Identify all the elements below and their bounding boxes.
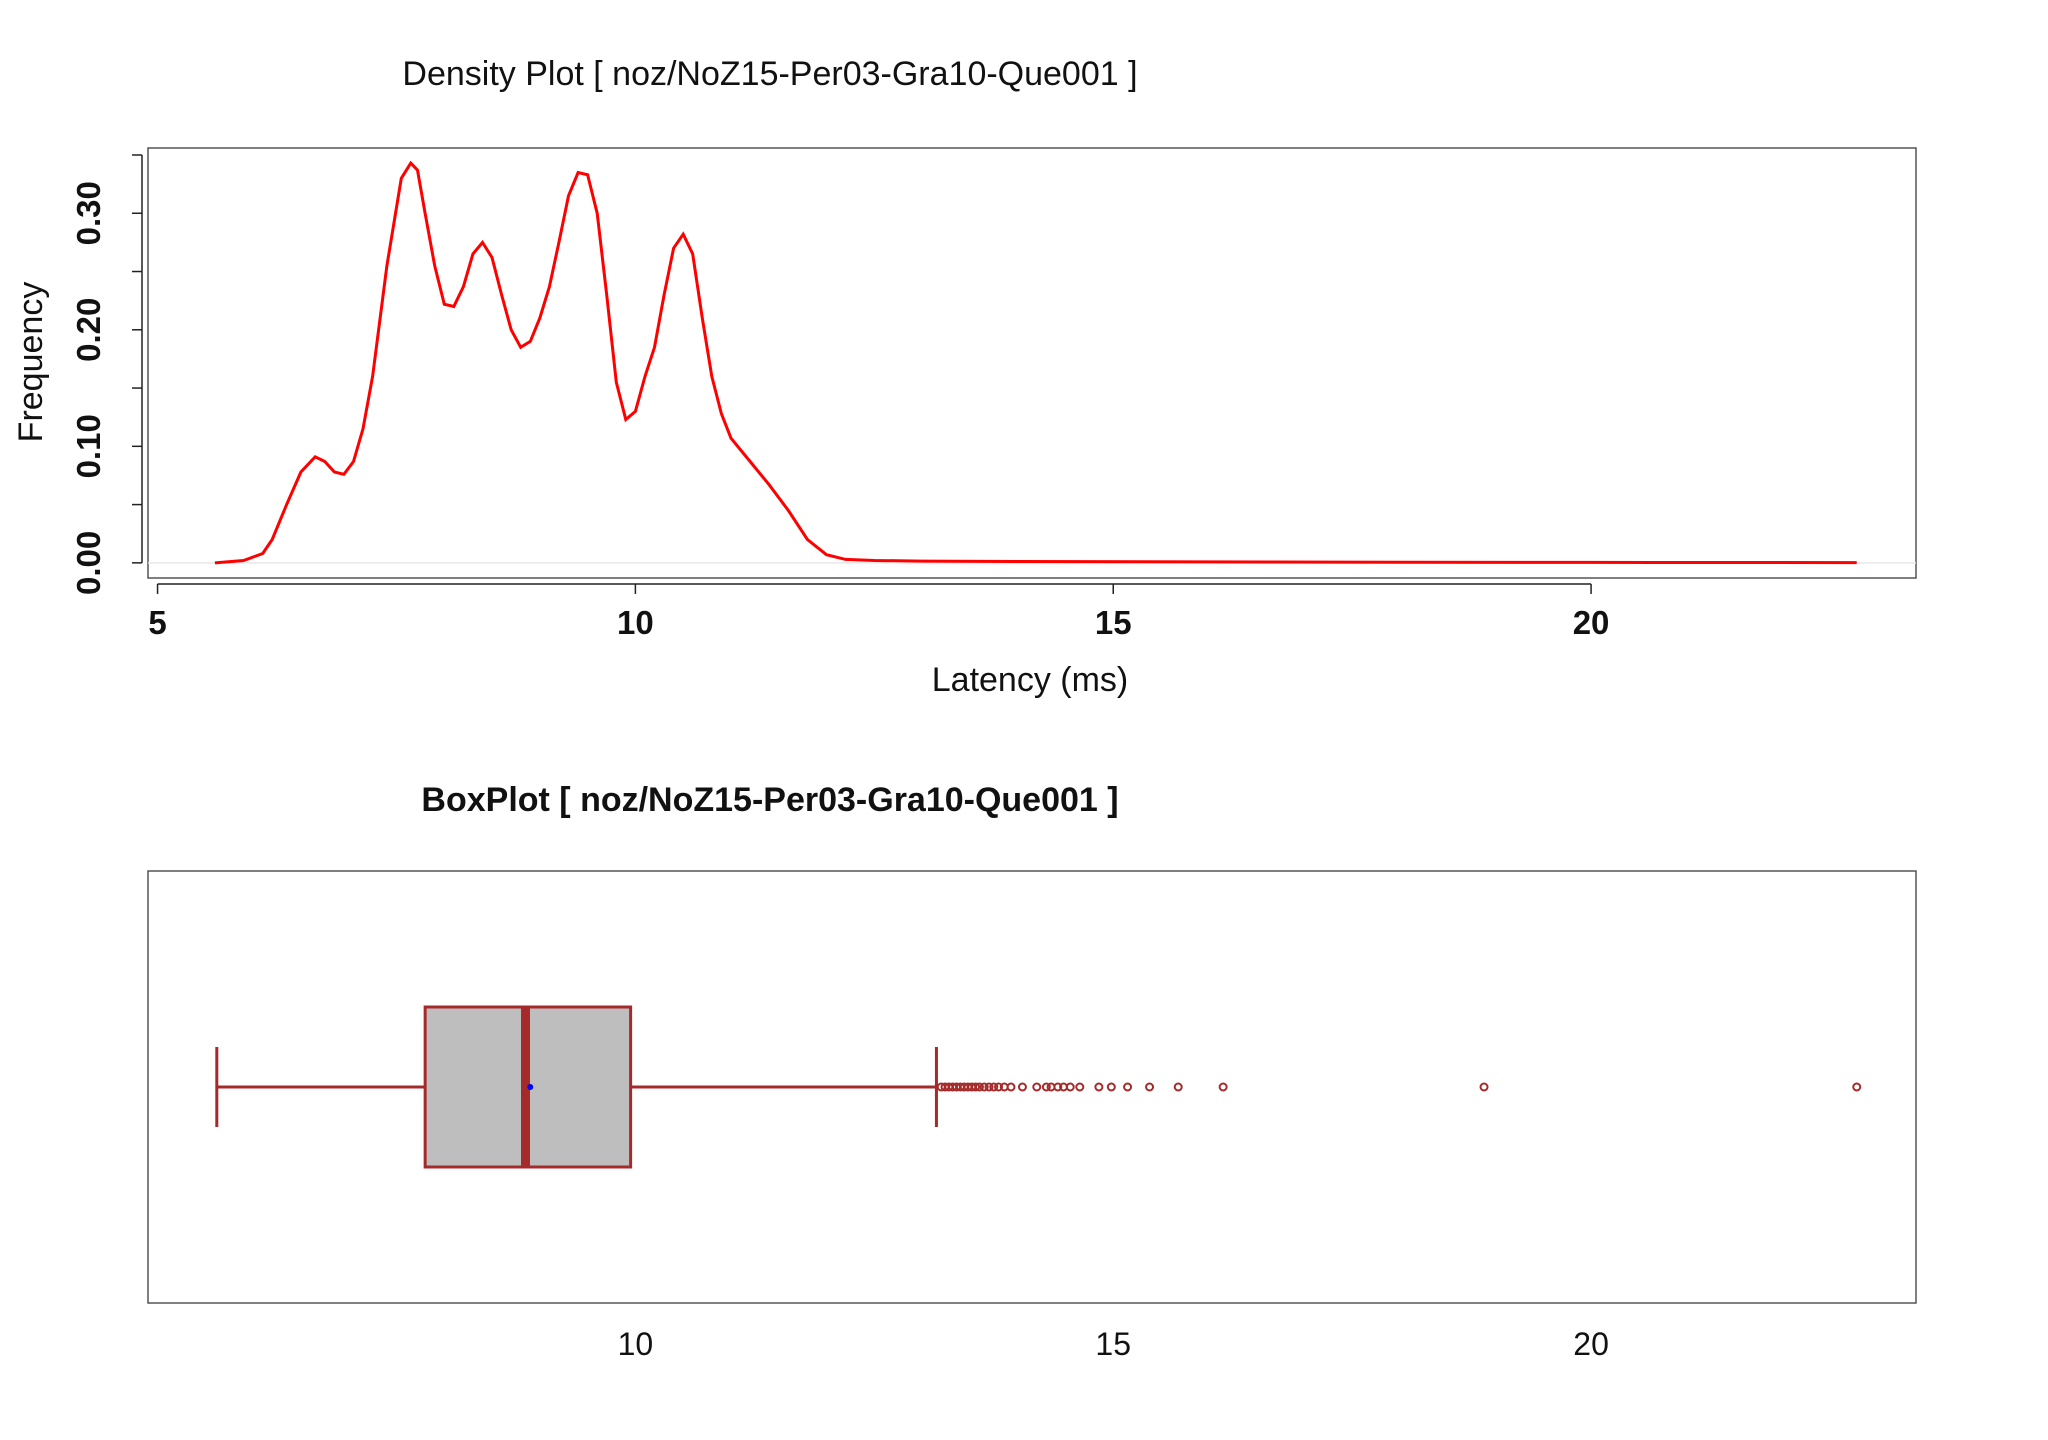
density-y-axis-label: Frequency: [12, 282, 50, 443]
density-x-tick-label: 20: [1573, 604, 1610, 641]
boxplot-x-axis: 10 15 20: [618, 1326, 1609, 1362]
outlier-point: [971, 1082, 981, 1092]
boxplot-marks: [215, 1005, 1862, 1169]
outlier-point: [1145, 1082, 1155, 1092]
outlier-point: [1032, 1082, 1042, 1092]
outlier-point: [1094, 1082, 1104, 1092]
boxplot-x-tick-label: 10: [618, 1326, 654, 1362]
outlier-point: [1106, 1082, 1116, 1092]
outlier-point: [1852, 1082, 1862, 1092]
outlier-point: [994, 1082, 1004, 1092]
density-x-axis: 5 10 15 20: [148, 583, 1610, 641]
outlier-point: [974, 1082, 984, 1092]
outlier-point: [989, 1082, 999, 1092]
outlier-point: [1075, 1082, 1085, 1092]
outlier-point: [1017, 1082, 1027, 1092]
outlier-point: [1053, 1082, 1063, 1092]
density-x-tick-label: 5: [148, 604, 166, 641]
density-y-tick-label: 0.30: [70, 181, 107, 245]
outlier-point: [1006, 1082, 1016, 1092]
outlier-point: [984, 1082, 994, 1092]
density-series-line: [214, 160, 1857, 565]
mean-point: [527, 1084, 534, 1090]
density-y-tick-label: 0.00: [70, 531, 107, 595]
boxplot-x-tick-label: 20: [1573, 1326, 1609, 1362]
boxplot-x-tick-label: 15: [1095, 1326, 1131, 1362]
outlier-point: [1173, 1082, 1183, 1092]
outlier-point: [1218, 1082, 1228, 1092]
density-x-tick-label: 15: [1095, 604, 1132, 641]
outlier-point: [1065, 1082, 1075, 1092]
outlier-point: [1479, 1082, 1489, 1092]
density-y-tick-label: 0.10: [70, 414, 107, 478]
density-y-axis: 0.00 0.10 0.20 0.30: [70, 154, 143, 595]
density-y-tick-label: 0.20: [70, 298, 107, 362]
density-x-tick-label: 10: [617, 604, 654, 641]
density-title: Density Plot [ noz/NoZ15-Per03-Gra10-Que…: [402, 55, 1137, 93]
outlier-point: [1041, 1082, 1051, 1092]
outlier-point: [1123, 1082, 1133, 1092]
boxplot-title: BoxPlot [ noz/NoZ15-Per03-Gra10-Que001 ]: [421, 781, 1118, 819]
outlier-point: [979, 1082, 989, 1092]
density-plot-frame: [147, 147, 1917, 579]
boxplot-frame: [147, 870, 1917, 1304]
density-x-axis-label: Latency (ms): [932, 661, 1129, 699]
